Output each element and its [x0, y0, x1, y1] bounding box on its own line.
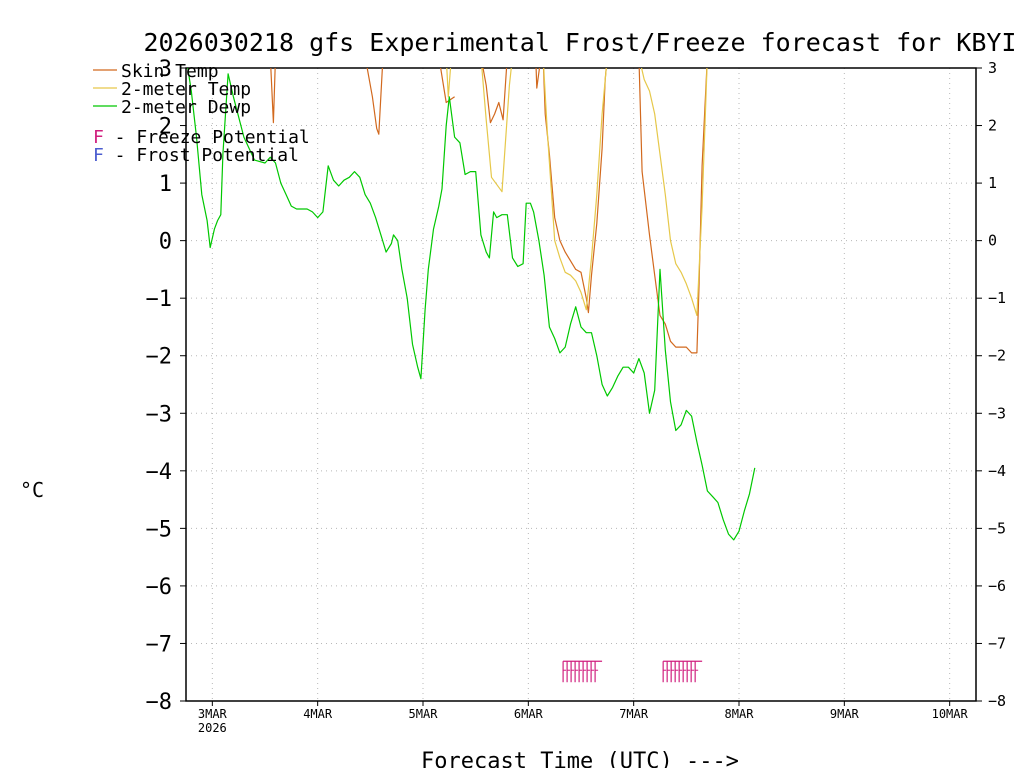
legend-marker-label: F - Freeze Potential: [93, 127, 310, 148]
grid: [186, 67, 976, 702]
legend-marker-text: - Frost Potential: [104, 145, 299, 166]
series-line-segment: [543, 68, 607, 311]
x-axis-label: Forecast Time (UTC) --->: [421, 749, 739, 768]
x-tick-label: 9MAR: [830, 707, 860, 721]
y-tick-label-left: 3: [159, 57, 172, 82]
y-tick-label-left: 2: [159, 115, 172, 140]
series-line-segment: [446, 68, 452, 98]
x-tick-label: 4MAR: [303, 707, 333, 721]
y-tick-label-right: −1: [988, 289, 1006, 307]
y-tick-label-left: −7: [146, 632, 173, 657]
chart-title: 2026030218 gfs Experimental Frost/Freeze…: [143, 28, 1017, 57]
y-tick-label-right: 3: [988, 59, 997, 77]
legend-marker-glyph: F: [93, 127, 104, 148]
legend-entry-label: Skin Temp: [121, 61, 219, 82]
y-axis-label: °C: [20, 478, 44, 502]
series-line-segment: [187, 68, 756, 541]
series-line-segment: [482, 68, 508, 124]
y-tick-label-right: −6: [988, 577, 1006, 595]
series-line-segment: [481, 68, 512, 193]
y-tick-label-right: −8: [988, 692, 1006, 710]
series-line-segment: [640, 68, 708, 316]
legend-marker-label: F - Frost Potential: [93, 145, 299, 166]
y-tick-label-right: −4: [988, 462, 1006, 480]
x-tick-label: 10MAR: [932, 707, 969, 721]
y-tick-label-left: −8: [146, 690, 173, 715]
y-tick-label-left: −4: [146, 460, 173, 485]
series-2-meter-temp: [446, 68, 708, 316]
x-tick-label: 5MAR: [409, 707, 439, 721]
series-skin-temp: [270, 68, 708, 354]
axes: −8 −8 −7 −7 −6 −6 −5 −5 −4 −4 −3 −3 −2 −2 −1 −1 0 0 1 1 2 2 3 3…: [146, 57, 1007, 735]
y-tick-label-left: −1: [146, 287, 173, 312]
x-tick-label: 8MAR: [725, 707, 755, 721]
series-line-segment: [542, 68, 607, 314]
y-tick-label-left: −2: [146, 345, 173, 370]
y-tick-label-right: 0: [988, 232, 997, 250]
x-tick-label: 3MAR: [198, 707, 228, 721]
x-tick-label: 7MAR: [619, 707, 649, 721]
legend-marker-glyph: F: [93, 145, 104, 166]
y-tick-label-right: −3: [988, 404, 1006, 422]
frost-freeze-markers: [562, 660, 703, 683]
series-line-segment: [366, 68, 383, 135]
series-lines: [187, 68, 756, 541]
y-tick-label-right: 1: [988, 174, 997, 192]
y-tick-label-left: −3: [146, 402, 173, 427]
y-tick-label-right: 2: [988, 117, 997, 135]
series-line-segment: [270, 68, 276, 124]
y-tick-label-left: −5: [146, 517, 173, 542]
y-tick-label-right: −5: [988, 519, 1006, 537]
legend-marker-text: - Freeze Potential: [104, 127, 310, 148]
y-tick-label-left: 1: [159, 172, 172, 197]
y-tick-label-right: −7: [988, 634, 1006, 652]
legend-entry-label: 2-meter Temp: [121, 79, 251, 100]
legend-entry-label: 2-meter Dewp: [121, 97, 251, 118]
y-tick-label-left: 0: [159, 230, 172, 255]
x-tick-label: 6MAR: [514, 707, 544, 721]
y-tick-label-left: −6: [146, 575, 173, 600]
series-2-meter-dewp: [187, 68, 756, 541]
freeze-marker: [562, 660, 603, 683]
series-line-segment: [535, 68, 541, 89]
x-year-label: 2026: [198, 721, 227, 735]
series-line-segment: [638, 68, 708, 354]
freeze-marker: [662, 660, 703, 683]
plot-frame: [185, 67, 977, 702]
series-line-segment: [440, 68, 455, 104]
y-tick-label-right: −2: [988, 347, 1006, 365]
